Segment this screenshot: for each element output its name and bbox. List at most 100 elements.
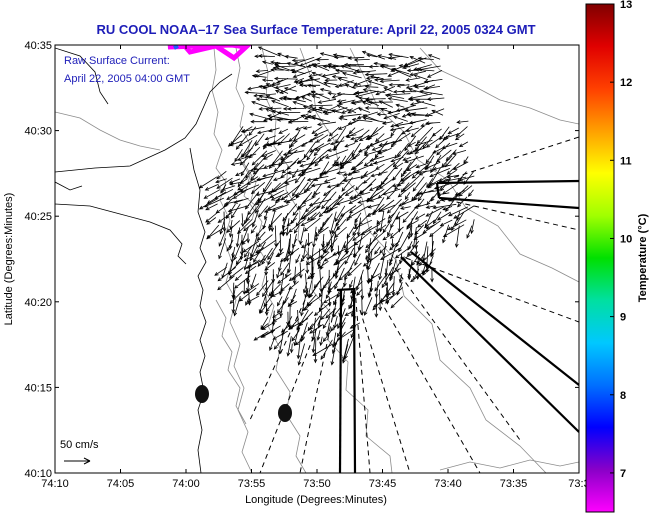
current-vector-head	[292, 243, 296, 249]
current-vector	[458, 185, 473, 197]
current-vector-head	[238, 297, 243, 302]
current-vector-head	[394, 186, 399, 191]
current-vector-head	[316, 263, 321, 268]
radial-line-dashed	[436, 136, 579, 184]
current-vector	[320, 213, 333, 231]
current-vector	[453, 161, 469, 170]
current-vector	[316, 134, 329, 143]
current-vector	[257, 189, 267, 203]
current-vector	[258, 46, 281, 57]
current-vector-head	[245, 217, 250, 222]
current-vector	[369, 65, 379, 68]
current-vector-head	[335, 201, 341, 206]
current-vector-head	[442, 233, 448, 238]
current-vector	[371, 268, 377, 279]
current-vector-head	[304, 208, 310, 213]
current-vector	[307, 115, 330, 122]
current-vector	[366, 133, 379, 140]
x-tick-label: 73:40	[434, 478, 462, 490]
current-vector-head	[422, 271, 427, 276]
current-vector	[301, 96, 312, 102]
current-vector	[377, 149, 387, 153]
current-vector-head	[372, 306, 377, 311]
current-vector-head	[306, 156, 311, 161]
current-vector	[250, 273, 257, 288]
current-vector-head	[389, 234, 395, 239]
current-vector-head	[249, 253, 254, 258]
current-vector	[355, 91, 369, 94]
current-vector-head	[331, 162, 336, 167]
current-vector	[258, 205, 269, 218]
current-vector	[402, 156, 412, 161]
current-vector-head	[255, 201, 260, 205]
current-vector-head	[316, 259, 321, 264]
current-vector	[252, 210, 259, 228]
current-vector-head	[322, 109, 327, 114]
current-vector	[365, 231, 385, 248]
current-vector-head	[279, 90, 284, 94]
radial-line-dashed	[379, 299, 481, 473]
current-vector	[234, 197, 249, 204]
current-vector-head	[458, 177, 463, 182]
current-vector	[249, 146, 261, 159]
current-vector-head	[369, 158, 374, 162]
current-vector-head	[415, 99, 420, 104]
current-vector-head	[327, 137, 332, 142]
land-feature-dot	[195, 385, 209, 403]
current-vector	[338, 77, 362, 86]
current-vector-head	[409, 150, 414, 155]
current-vector	[359, 134, 370, 141]
current-vector-head	[300, 334, 305, 340]
current-vector-head	[299, 163, 304, 168]
current-vector-head	[382, 236, 387, 241]
current-vector	[218, 231, 226, 247]
current-vector	[313, 226, 317, 247]
current-vector	[440, 178, 451, 191]
y-tick-label: 40:20	[24, 297, 52, 309]
current-vector	[246, 204, 260, 222]
current-vector	[315, 142, 331, 151]
current-vector	[439, 169, 457, 182]
current-vector-head	[294, 341, 300, 346]
current-vector-head	[411, 261, 416, 266]
current-vector-head	[386, 195, 391, 200]
current-vector-head	[342, 72, 347, 76]
current-vector-head	[314, 237, 319, 242]
current-vector-head	[315, 57, 321, 62]
current-vector-head	[417, 197, 422, 202]
current-vector-head	[350, 136, 355, 141]
current-vector	[420, 90, 443, 96]
current-vector-head	[342, 282, 347, 288]
current-vector-head	[241, 241, 246, 246]
current-vector	[430, 185, 444, 202]
current-vector-head	[272, 66, 278, 71]
current-vector-head	[367, 204, 372, 209]
current-vector	[288, 167, 312, 174]
current-vector	[336, 241, 347, 263]
current-vector-head	[286, 321, 290, 327]
current-vector-head	[330, 361, 335, 366]
current-vector	[218, 238, 227, 259]
current-vector-head	[324, 78, 329, 83]
current-vector	[338, 121, 356, 130]
current-vector-head	[311, 94, 316, 99]
current-vector-head	[413, 236, 418, 240]
current-vector-head	[312, 352, 317, 356]
current-vector-head	[356, 115, 362, 120]
x-axis-ticks: 74:10 74:05 74:00 73:55 73:50 73:45 73:40 73:35…	[41, 45, 590, 490]
current-vector	[401, 170, 420, 182]
current-vector-head	[370, 173, 375, 178]
current-vector-head	[303, 188, 308, 193]
current-vector-head	[321, 170, 327, 175]
current-vector-head	[374, 313, 379, 318]
current-vector-head	[379, 79, 384, 84]
bathymetry-contour	[261, 47, 393, 473]
current-vector-head	[332, 53, 338, 58]
current-vector-head	[228, 233, 233, 238]
current-vector-head	[400, 188, 405, 193]
current-vector-head	[233, 191, 238, 196]
current-vector-head	[379, 249, 384, 254]
current-vector	[309, 199, 332, 206]
current-vector-head	[297, 361, 302, 366]
current-vector	[351, 301, 356, 317]
